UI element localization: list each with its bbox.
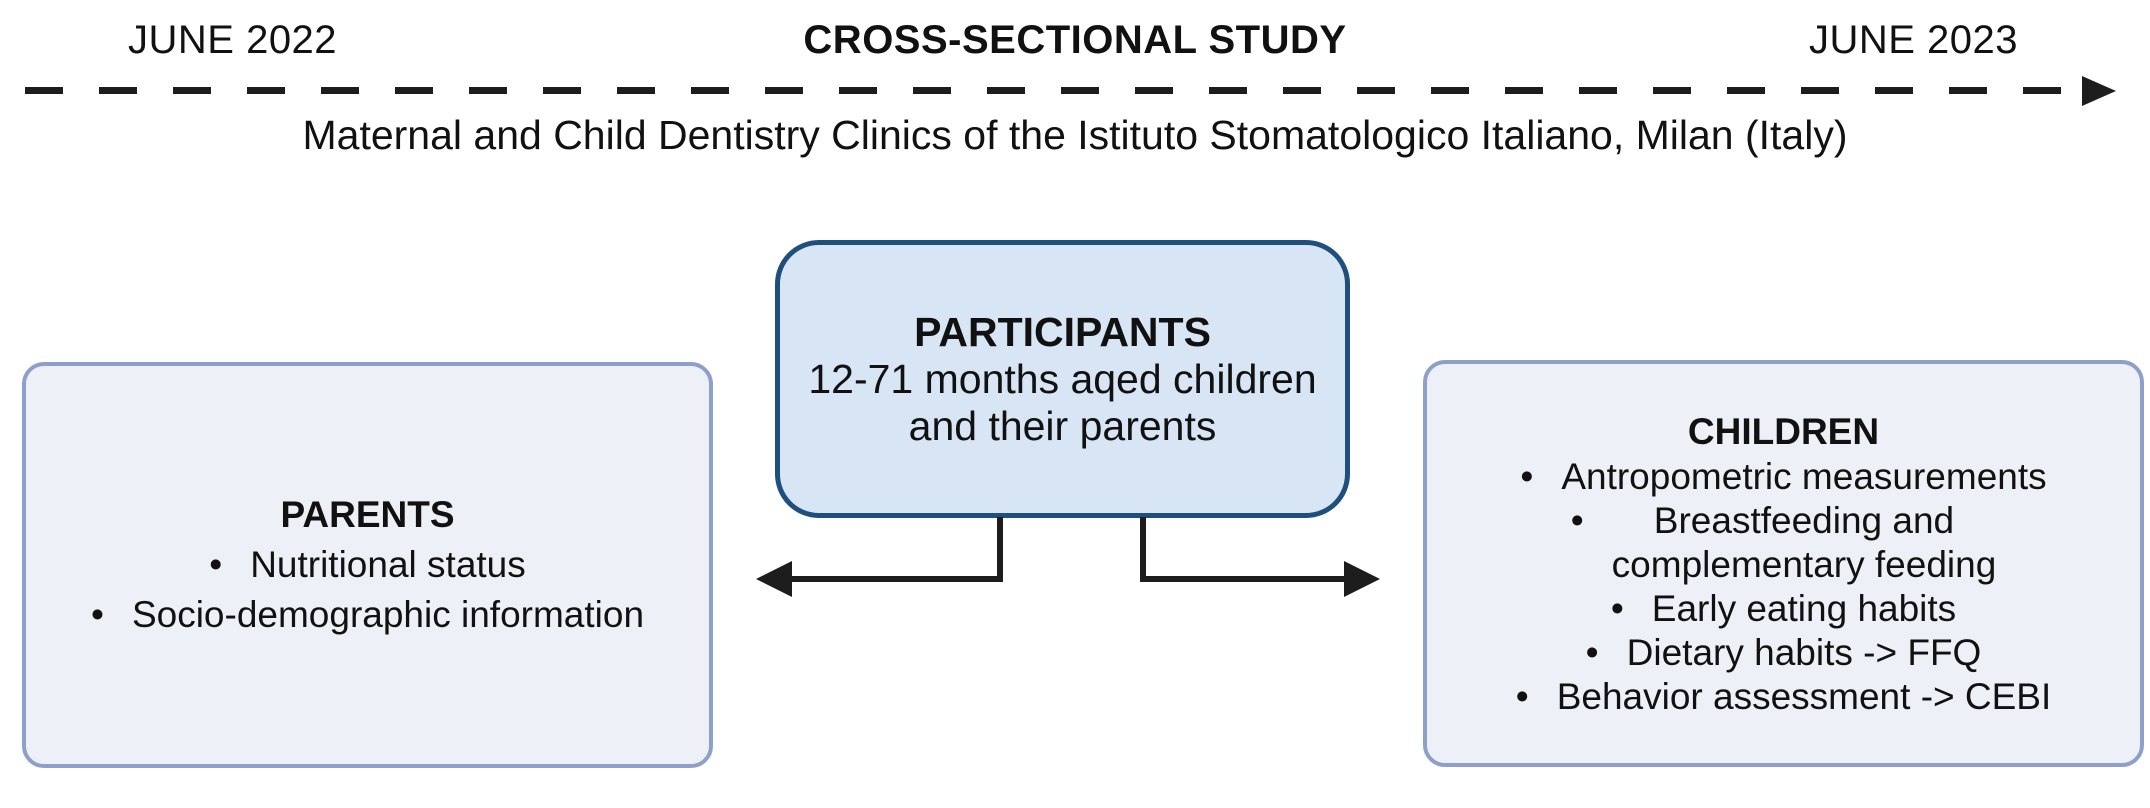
children-title: CHILDREN (1687, 410, 1880, 452)
list-item: Antropometric measurements (1520, 455, 2046, 499)
participants-description: 12-71 months aqed children and their par… (808, 355, 1317, 449)
timeline-dashed-line (25, 87, 2085, 94)
list-item-text: Nutritional status (250, 544, 526, 585)
list-item-text: Dietary habits -> FFQ (1626, 631, 1982, 673)
timeline-arrowhead-icon (2082, 76, 2116, 106)
branch-arrow-right-line (1140, 576, 1350, 582)
list-item: Behavior assessment -> CEBI (1516, 675, 2052, 719)
study-title: CROSS-SECTIONAL STUDY (803, 18, 1347, 62)
list-item: Breastfeeding and complementary feeding (1571, 499, 1997, 587)
list-item: Socio-demographic information (91, 590, 644, 640)
timeline-end-label: JUNE 2023 (1808, 18, 2018, 62)
connector-vertical-right (1140, 517, 1146, 580)
clinic-subtitle: Maternal and Child Dentistry Clinics of … (302, 112, 1848, 158)
connector-vertical-left (997, 517, 1003, 580)
right-arrowhead-icon (1344, 561, 1380, 597)
participants-box: PARTICIPANTS 12-71 months aqed children … (775, 240, 1350, 518)
list-item-text: Early eating habits (1651, 587, 1957, 629)
timeline-start-label: JUNE 2022 (128, 18, 338, 62)
bullet-icon (1611, 587, 1624, 631)
list-item: Early eating habits (1611, 587, 1956, 631)
list-item: Dietary habits -> FFQ (1586, 631, 1982, 675)
bullet-icon (91, 590, 104, 640)
parents-box: PARENTS Nutritional status Socio-demogra… (22, 362, 713, 768)
list-item-text: Antropometric measurements (1561, 455, 2047, 497)
bullet-icon (1520, 455, 1533, 499)
list-item: Nutritional status (209, 540, 526, 590)
bullet-icon (1516, 675, 1529, 719)
list-item-text: Breastfeeding and complementary feeding (1611, 499, 1997, 585)
list-item-text: Socio-demographic information (131, 594, 645, 635)
branch-arrow-left-line (790, 576, 1003, 582)
left-arrowhead-icon (756, 561, 792, 597)
bullet-icon (209, 540, 222, 590)
list-item-text: Behavior assessment -> CEBI (1556, 675, 2052, 717)
bullet-icon (1571, 499, 1584, 543)
participants-title: PARTICIPANTS (914, 308, 1211, 355)
children-box: CHILDREN Antropometric measurements Brea… (1423, 360, 2144, 767)
bullet-icon (1586, 631, 1599, 675)
parents-title: PARENTS (280, 494, 455, 535)
